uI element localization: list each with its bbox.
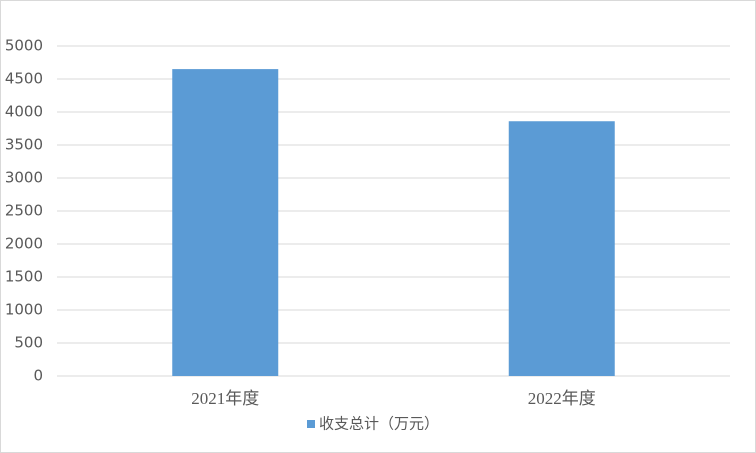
y-tick-label: 3500 <box>5 136 43 154</box>
y-tick-label: 1000 <box>5 301 43 319</box>
y-tick-label: 500 <box>14 334 43 352</box>
x-tick-label: 2021年度 <box>191 389 259 408</box>
y-tick-label: 5000 <box>5 37 43 55</box>
bar <box>172 69 279 376</box>
y-tick-label: 2000 <box>5 235 43 253</box>
y-tick-label: 3000 <box>5 169 43 187</box>
y-tick-label: 4500 <box>5 70 43 88</box>
bar <box>508 121 615 377</box>
x-tick-label: 2022年度 <box>528 389 596 408</box>
legend-label: 收支总计（万元） <box>319 415 439 433</box>
y-tick-label: 0 <box>33 367 43 385</box>
legend-swatch <box>307 420 315 428</box>
y-tick-label: 2500 <box>5 202 43 220</box>
y-tick-label: 1500 <box>5 268 43 286</box>
y-tick-label: 4000 <box>5 103 43 121</box>
